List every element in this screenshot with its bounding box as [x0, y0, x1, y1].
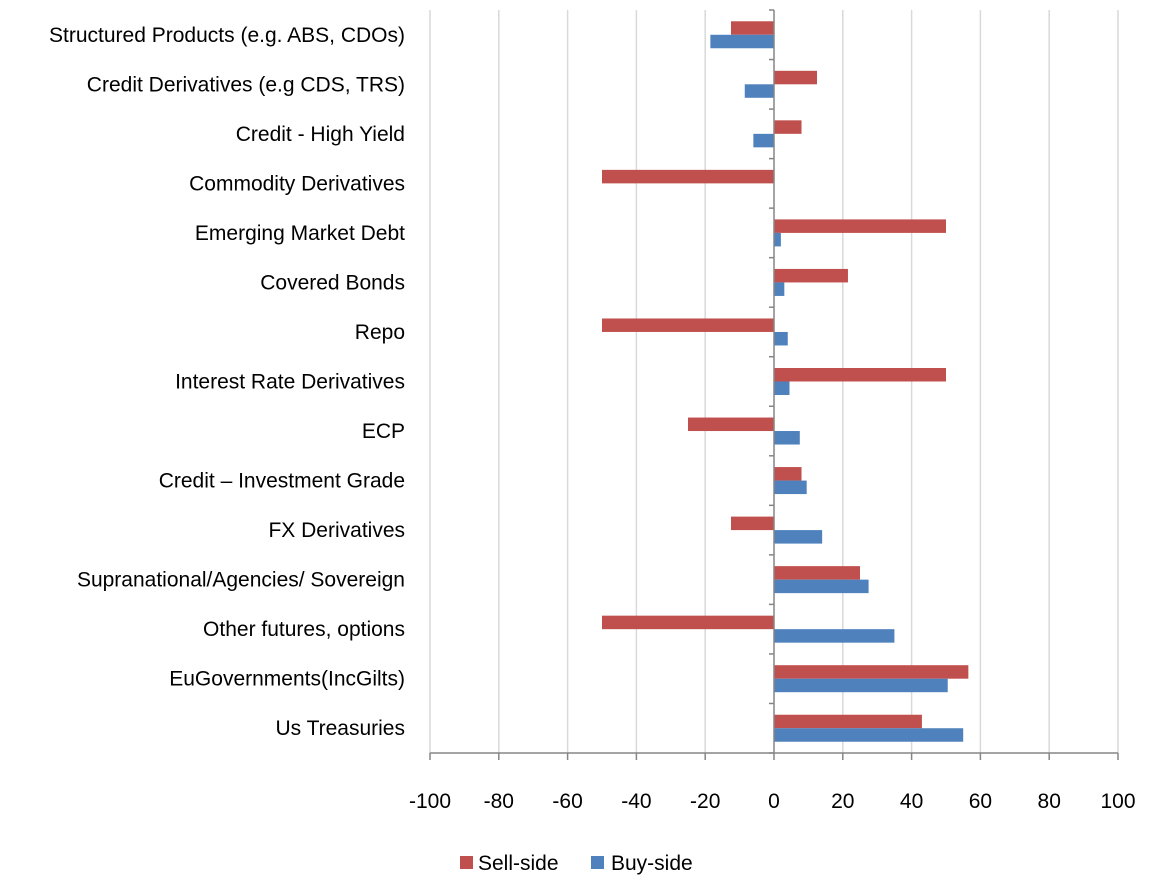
- category-labels: Structured Products (e.g. ABS, CDOs) Cred…: [49, 24, 405, 740]
- buy-side-bar: [774, 233, 781, 247]
- sell-side-bar: [774, 219, 946, 233]
- x-tick-labels: -100 -80 -60 -40 -20 0 20 40 60 80 100: [409, 790, 1136, 813]
- buy-side-bar: [774, 431, 800, 445]
- sell-side-bar: [602, 170, 774, 184]
- category-label: Structured Products (e.g. ABS, CDOs): [49, 24, 405, 47]
- category-label: EuGovernments(IncGilts): [169, 668, 405, 691]
- x-tick-label: -60: [552, 790, 582, 813]
- x-tick-label: -100: [409, 790, 451, 813]
- sell-side-bar: [774, 368, 946, 382]
- sell-side-bar: [774, 467, 802, 481]
- buy-side-bar: [774, 629, 894, 643]
- x-tick-label: -80: [484, 790, 514, 813]
- x-tick-label: 0: [768, 790, 780, 813]
- category-label: Repo: [355, 321, 405, 344]
- legend-label-sell-side: Sell-side: [478, 852, 559, 875]
- sell-side-bar: [602, 616, 774, 630]
- buy-side-bar: [774, 382, 789, 396]
- category-label: Credit Derivatives (e.g CDS, TRS): [87, 73, 405, 96]
- buy-side-bar: [710, 35, 774, 49]
- buy-side-bar: [745, 84, 774, 98]
- buy-side-bar: [774, 580, 869, 594]
- buy-side-bar: [774, 728, 963, 742]
- buy-side-bar: [774, 481, 807, 495]
- x-tick-label: 100: [1100, 790, 1135, 813]
- category-label: Supranational/Agencies/ Sovereign: [77, 569, 405, 592]
- bars: [602, 21, 968, 741]
- x-tick-label: 40: [900, 790, 923, 813]
- category-label: Emerging Market Debt: [195, 222, 405, 245]
- legend: Sell-side Buy-side: [460, 852, 693, 875]
- buy-side-bar: [774, 530, 822, 544]
- category-label: Credit - High Yield: [236, 123, 405, 146]
- sell-side-bar: [731, 21, 774, 35]
- category-label: Commodity Derivatives: [189, 172, 405, 195]
- category-label: Credit – Investment Grade: [159, 470, 405, 493]
- category-label: FX Derivatives: [268, 519, 405, 542]
- buy-side-bar: [774, 282, 784, 296]
- sell-side-bar: [774, 120, 802, 134]
- category-label: Us Treasuries: [275, 717, 405, 740]
- x-tick-label: 60: [969, 790, 992, 813]
- x-tick-label: -40: [621, 790, 651, 813]
- category-label: Covered Bonds: [260, 271, 405, 294]
- legend-swatch-sell-side: [460, 856, 473, 869]
- buy-side-bar: [774, 679, 948, 693]
- sell-side-bar: [774, 715, 922, 729]
- category-label: Other futures, options: [203, 618, 405, 641]
- sell-side-bar: [774, 566, 860, 580]
- x-tick-label: 80: [1038, 790, 1061, 813]
- buy-side-bar: [774, 332, 788, 346]
- category-label: Interest Rate Derivatives: [175, 371, 405, 394]
- sell-side-bar: [602, 318, 774, 332]
- sell-side-bar: [774, 665, 968, 679]
- sell-side-bar: [731, 517, 774, 531]
- legend-swatch-buy-side: [591, 856, 604, 869]
- sell-side-bar: [688, 418, 774, 432]
- sell-side-bar: [774, 71, 817, 85]
- x-tick-label: -20: [690, 790, 720, 813]
- x-tick-label: 20: [831, 790, 854, 813]
- sell-side-bar: [774, 269, 848, 283]
- buy-side-bar: [753, 134, 774, 148]
- category-label: ECP: [362, 420, 405, 443]
- legend-label-buy-side: Buy-side: [611, 852, 693, 875]
- axes: [430, 10, 1118, 760]
